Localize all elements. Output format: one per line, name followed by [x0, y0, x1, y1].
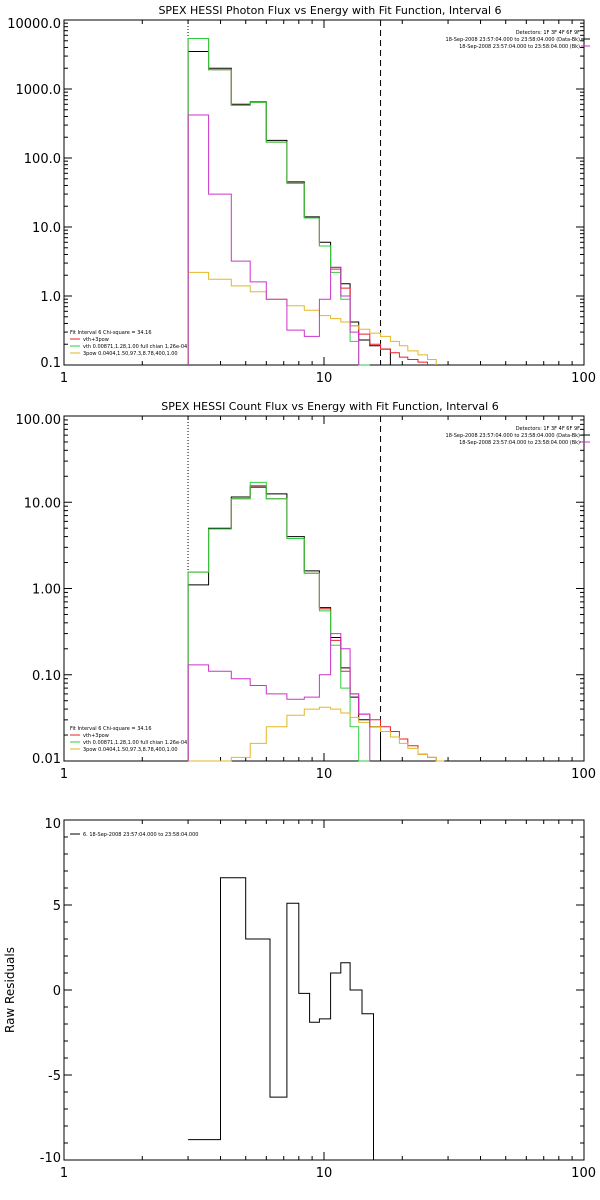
series-line	[188, 706, 445, 762]
y-tick-label: 100.0	[24, 152, 61, 167]
series-line	[188, 877, 381, 1161]
legend-left-item: vth+3pow	[83, 733, 109, 739]
legend-left-item: vth 0.00871,1.28,1.00 full chian 1.26e-0…	[83, 344, 187, 350]
y-tick-label: 1000.0	[16, 83, 62, 98]
plot-marks: 1 10 100 0.1 1.0 10.0 100.0 1000.0 10000.0	[7, 17, 596, 386]
chart-title: SPEX HESSI Count Flux vs Energy with Fit…	[161, 400, 498, 413]
chart-title: SPEX HESSI Photon Flux vs Energy with Fi…	[158, 4, 501, 17]
legend-right-line: 18-Sep-2008 23:57:04.000 to 23:58:04.000…	[459, 440, 580, 446]
y-tick-label: 0.10	[32, 669, 61, 684]
series-line	[187, 633, 371, 761]
legend-left-item: vth+3pow	[83, 337, 109, 343]
legend-left-item: 6. 18-Sep-2008 23:57:04.000 to 23:58:04.…	[83, 832, 198, 838]
x-tick-label: 1	[60, 1166, 68, 1181]
y-tick-label: 0.1	[40, 356, 61, 371]
photon-flux-panel: SPEX HESSI Photon Flux vs Energy with Fi…	[7, 4, 596, 386]
legend-left-item: 3pow 0.0404,1.50,97.3,8.78,400,1.00	[83, 747, 178, 753]
legend-right-line: 18-Sep-2008 23:57:04.000 to 23:58:04.000…	[459, 44, 580, 50]
y-tick-label: 10000.0	[7, 17, 61, 32]
series-line	[187, 271, 437, 365]
y-tick-label: -5	[48, 1069, 61, 1084]
y-tick-label: 0.01	[32, 752, 61, 767]
y-tick-label: 1.00	[32, 583, 61, 598]
x-tick-label: 10	[316, 767, 333, 782]
x-tick-label: 10	[316, 1166, 333, 1181]
y-tick-label: 0	[53, 984, 61, 999]
series-line	[187, 114, 360, 365]
legend-right-line: Detectors: 1F 3F 4F 6F 9F	[516, 30, 580, 36]
y-tick-label: 1.0	[40, 290, 61, 305]
legend-left-header: Fit Interval 6 Chi-square = 34.16	[70, 330, 152, 336]
x-tick-label: 1	[60, 371, 68, 386]
y-tick-label: 10.00	[24, 496, 61, 511]
y-tick-label: 100.00	[16, 413, 62, 428]
x-tick-label: 10	[316, 371, 333, 386]
y-tick-label: 10	[44, 817, 61, 832]
count-flux-panel: SPEX HESSI Count Flux vs Energy with Fit…	[16, 400, 597, 782]
x-tick-label: 100	[571, 767, 596, 782]
legend-right-line: 18-Sep-2008 23:57:04.000 to 23:58:04.000…	[446, 433, 581, 439]
x-tick-label: 100	[571, 371, 596, 386]
y-axis-label: Raw Residuals	[3, 947, 17, 1033]
legend-right-line: 18-Sep-2008 23:57:04.000 to 23:58:04.000…	[446, 37, 581, 43]
residuals-panel: 1 10 100 -10 -5 0 5 10 Raw Residuals 6. 18-Sep-…	[3, 817, 596, 1181]
legend-left-header: Fit Interval 6 Chi-square = 34.16	[70, 726, 152, 732]
legend-left-item: 3pow 0.0404,1.50,97.3,8.78,400,1.00	[83, 351, 178, 357]
legend-left-item: vth 0.00871,1.28,1.00 full chian 1.26e-0…	[83, 740, 187, 746]
x-tick-label: 100	[571, 1166, 596, 1181]
y-tick-label: 10.0	[32, 221, 61, 236]
y-tick-label: 5	[53, 899, 61, 914]
x-tick-label: 1	[60, 767, 68, 782]
y-tick-label: -10	[40, 1151, 61, 1166]
plot-marks: 1 10 100 -10 -5 0 5 10	[40, 817, 596, 1181]
legend-right-line: Detectors: 1F 3F 4F 6F 9F	[516, 426, 580, 432]
plot-marks: 1 10 100 0.01 0.10 1.00 10.00 100.00	[16, 413, 597, 782]
